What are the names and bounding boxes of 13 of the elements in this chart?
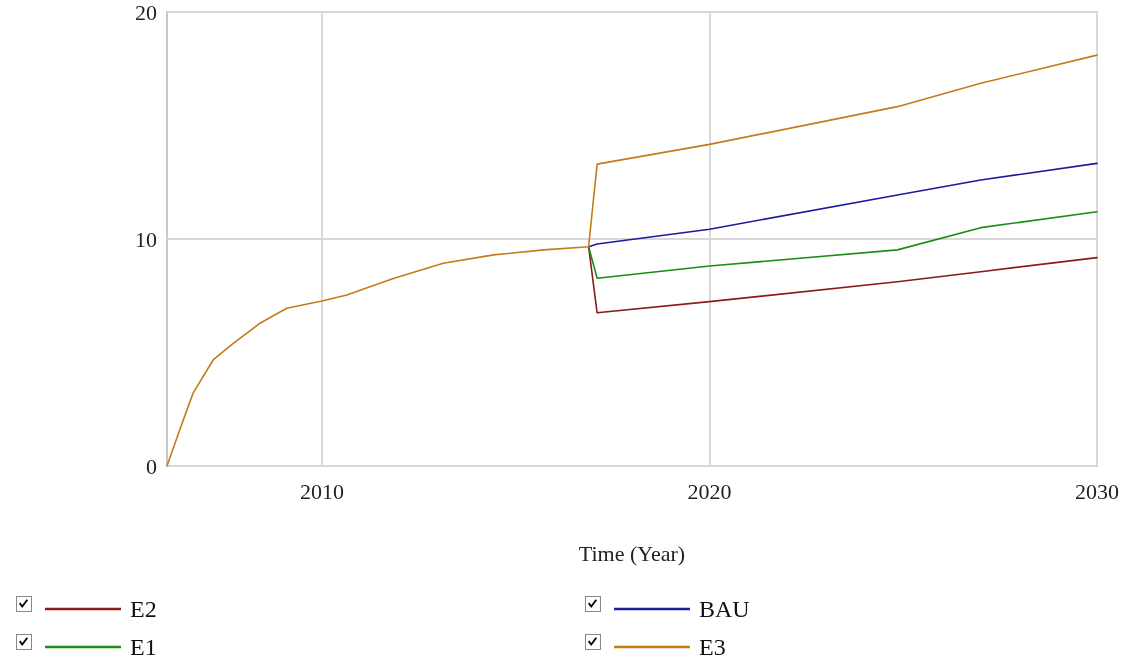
x-tick-label: 2010	[300, 478, 344, 504]
legend-label: E1	[130, 634, 157, 660]
line-series	[587, 210, 1098, 280]
line-series	[587, 162, 1098, 248]
y-tick-label: 0	[146, 453, 157, 479]
legend-label: BAU	[699, 596, 750, 622]
y-tick-label: 10	[135, 226, 157, 252]
legend-label: E3	[699, 634, 726, 660]
x-axis-title: Time (Year)	[578, 540, 686, 566]
y-tick-label: 20	[135, 0, 157, 25]
legend-label: E2	[130, 596, 157, 622]
x-tick-label: 2030	[1075, 478, 1119, 504]
x-tick-label: 2020	[687, 478, 732, 504]
